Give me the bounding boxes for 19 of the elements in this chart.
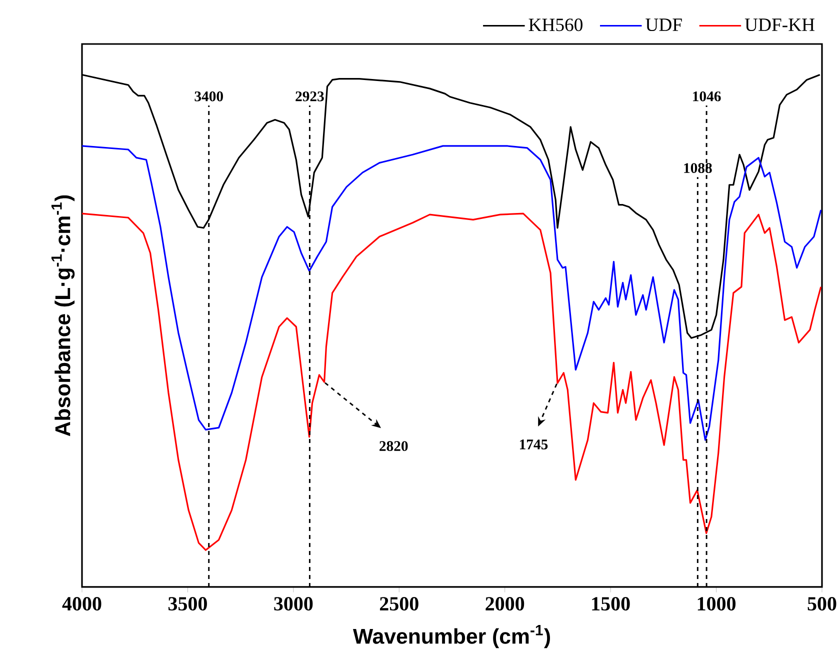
annotation: 2820 [380, 441, 408, 452]
x-tick-label: 500 [808, 597, 836, 611]
legend-label: UDF-KH [744, 18, 814, 32]
x-tick-label: 1500 [592, 597, 630, 611]
y-axis-title: Absorbance (L·g$^{-1}$·cm$^{-1}$) [51, 195, 75, 436]
x-tick-label: 1000 [698, 597, 736, 611]
legend-label: KH560 [528, 18, 582, 32]
x-tick-label: 3500 [168, 597, 207, 611]
annotation: 1745 [520, 440, 548, 450]
legend-label: UDF [646, 18, 682, 32]
ref-line-label: 1088 [684, 163, 712, 174]
ref-line-label: 2923 [296, 91, 324, 102]
x-tick-label: 2500 [380, 597, 418, 611]
x-axis-title: Wavenumber (cm$^{-1}$) [352, 625, 550, 648]
x-tick-label: 2000 [486, 597, 524, 611]
x-tick-label: 4000 [62, 597, 102, 611]
ref-line-label: 3400 [194, 91, 223, 102]
ref-line-label: 1046 [693, 91, 721, 102]
x-tick-label: 3000 [274, 597, 313, 611]
